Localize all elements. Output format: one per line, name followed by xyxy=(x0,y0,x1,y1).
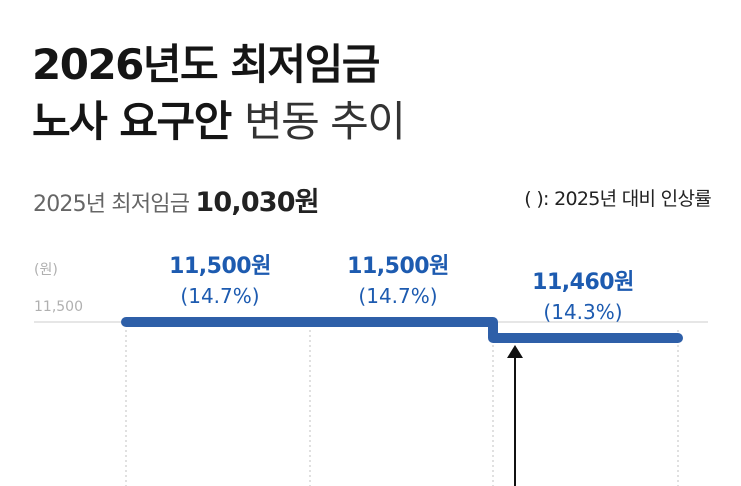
data-label-2: 11,500원 xyxy=(347,254,449,279)
subtitle-value: 10,030원 xyxy=(195,187,319,218)
title-line1-text: 2026년도 최저임금 xyxy=(32,40,380,89)
data-label-3: 11,460원 xyxy=(532,270,634,295)
chart-marks: 11,500원 (14.7%) 11,500원 (14.7%) 11,460원 (14.3… xyxy=(121,254,683,486)
title-line2-bold: 노사 요구안 xyxy=(32,97,232,146)
y-axis-label: (원) xyxy=(34,262,58,278)
pct-label-3: (14.3%) xyxy=(543,300,622,324)
title-line2-light: 변동 추이 xyxy=(243,97,406,146)
subtitle-prefix: 2025년 최저임금 xyxy=(33,192,190,217)
pct-label-2: (14.7%) xyxy=(358,284,437,308)
y-tick-label: 11,500 xyxy=(34,299,83,315)
legend-note: ( ): 2025년 대비 인상률 xyxy=(524,188,711,210)
chart-title-line2: 노사 요구안 변동 추이 xyxy=(32,101,406,143)
pct-label-1: (14.7%) xyxy=(180,284,259,308)
series-step-line xyxy=(121,317,683,343)
chart-title-line1: 2026년도 최저임금 xyxy=(32,44,380,86)
subtitle: 2025년 최저임금 10,030원 xyxy=(33,180,320,219)
annotation-arrow-head xyxy=(507,345,523,358)
data-label-1: 11,500원 xyxy=(169,254,271,279)
